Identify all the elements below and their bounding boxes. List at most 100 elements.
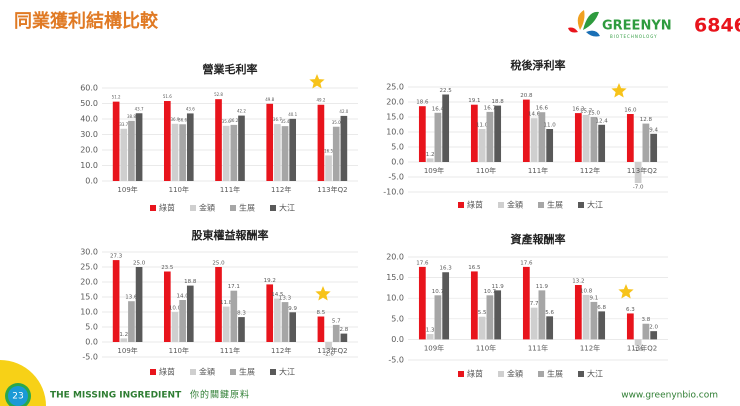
- bar: [128, 120, 135, 181]
- value-label: 5.6: [545, 310, 554, 316]
- value-label: 35.6: [222, 119, 231, 124]
- bar: [574, 285, 582, 340]
- value-label: 18.8: [184, 279, 197, 285]
- y-tick-label: 60.0: [80, 84, 98, 93]
- y-tick-label: 5.0: [391, 314, 404, 323]
- y-tick-label: 10.0: [386, 294, 404, 303]
- star-icon: [611, 83, 627, 98]
- value-label: 9.9: [288, 306, 297, 312]
- legend-swatch: [498, 371, 504, 377]
- bar: [325, 342, 332, 350]
- y-tick-label: 25.0: [80, 263, 98, 272]
- value-label: 51.2: [112, 95, 121, 100]
- legend-label: 綠茵: [159, 203, 175, 213]
- bar: [582, 294, 590, 340]
- legend-label: 金穎: [199, 203, 215, 213]
- bar: [530, 118, 538, 162]
- bar: [171, 123, 179, 181]
- bar: [538, 112, 546, 162]
- bar: [332, 126, 340, 181]
- bar: [626, 313, 634, 340]
- value-label: 16.3: [572, 107, 585, 113]
- bar: [238, 317, 245, 342]
- value-label: 1.2: [119, 332, 128, 338]
- bar: [222, 125, 230, 181]
- bar: [574, 113, 582, 162]
- y-tick-label: 20.0: [80, 146, 98, 155]
- x-tick-label: 112年: [580, 166, 600, 175]
- value-label: 14.0: [177, 294, 190, 300]
- value-label: 25.0: [133, 261, 146, 267]
- x-tick-label: 111年: [220, 346, 240, 355]
- y-tick-label: 15.0: [386, 113, 404, 122]
- bar: [332, 324, 340, 342]
- bar: [163, 101, 171, 181]
- legend-label: 大江: [279, 203, 295, 213]
- bar: [163, 271, 171, 342]
- bar: [522, 266, 530, 340]
- bar: [522, 99, 530, 162]
- bar: [442, 94, 450, 162]
- bar: [120, 128, 128, 181]
- value-label: 36.6: [178, 117, 187, 122]
- bar: [634, 339, 642, 346]
- value-label: 25.0: [212, 261, 225, 267]
- bar: [486, 111, 494, 162]
- value-label: 15.0: [588, 111, 601, 117]
- slide-title: 同業獲利結構比較: [14, 10, 159, 32]
- value-label: 11.8: [220, 300, 233, 306]
- bar: [120, 338, 128, 342]
- bar: [642, 323, 650, 340]
- value-label: 35.0: [332, 120, 341, 125]
- bar: [179, 124, 186, 181]
- bar: [634, 162, 642, 183]
- star-icon: [315, 286, 331, 301]
- value-label: 12.4: [596, 118, 609, 124]
- legend-label: 綠茵: [467, 369, 483, 379]
- legend-swatch: [190, 369, 196, 375]
- bar: [426, 158, 434, 162]
- legend-swatch: [270, 205, 276, 211]
- x-tick-label: 110年: [169, 346, 189, 355]
- value-label: 7.7: [530, 301, 539, 307]
- x-tick-label: 112年: [580, 343, 600, 352]
- y-tick-label: 20.0: [386, 98, 404, 107]
- logo: [568, 10, 600, 37]
- value-label: 1.3: [426, 328, 435, 334]
- x-tick-label: 113年Q2: [317, 185, 347, 194]
- value-label: 42.0: [339, 109, 348, 114]
- website: www.greenynbio.com: [621, 391, 718, 401]
- y-tick-label: 10.0: [80, 161, 98, 170]
- x-tick-label: 111年: [528, 166, 548, 175]
- bar: [135, 113, 143, 181]
- x-tick-label: 110年: [476, 166, 496, 175]
- value-label: 10.0: [169, 306, 182, 312]
- y-tick-label: 0.0: [85, 338, 98, 347]
- x-tick-label: 111年: [220, 185, 240, 194]
- y-tick-label: 20.0: [386, 253, 404, 262]
- y-tick-label: 0.0: [391, 335, 404, 344]
- bar: [486, 295, 494, 340]
- y-tick-label: 0.0: [391, 158, 404, 167]
- logo-text: GREENYN: [602, 19, 672, 34]
- value-label: 38.8: [127, 114, 136, 119]
- value-label: 17.1: [228, 284, 240, 290]
- bar: [135, 267, 143, 342]
- legend-swatch: [498, 202, 504, 208]
- value-label: 20.8: [520, 93, 533, 99]
- value-label: 51.6: [163, 94, 172, 99]
- value-label: 16.7: [484, 105, 497, 111]
- legend-swatch: [230, 369, 236, 375]
- slogan-zh: 你的關鍵原料: [190, 389, 250, 401]
- chart-title: 資產報酬率: [511, 232, 566, 246]
- x-tick-label: 112年: [271, 346, 291, 355]
- legend-swatch: [150, 205, 156, 211]
- bar: [274, 298, 281, 342]
- value-label: 18.6: [416, 100, 429, 106]
- bar: [470, 271, 478, 340]
- value-label: 49.2: [316, 98, 325, 103]
- bar: [317, 104, 325, 181]
- value-label: 36.7: [273, 117, 282, 122]
- value-label: 16.3: [440, 266, 453, 272]
- value-label: 11.0: [544, 123, 557, 129]
